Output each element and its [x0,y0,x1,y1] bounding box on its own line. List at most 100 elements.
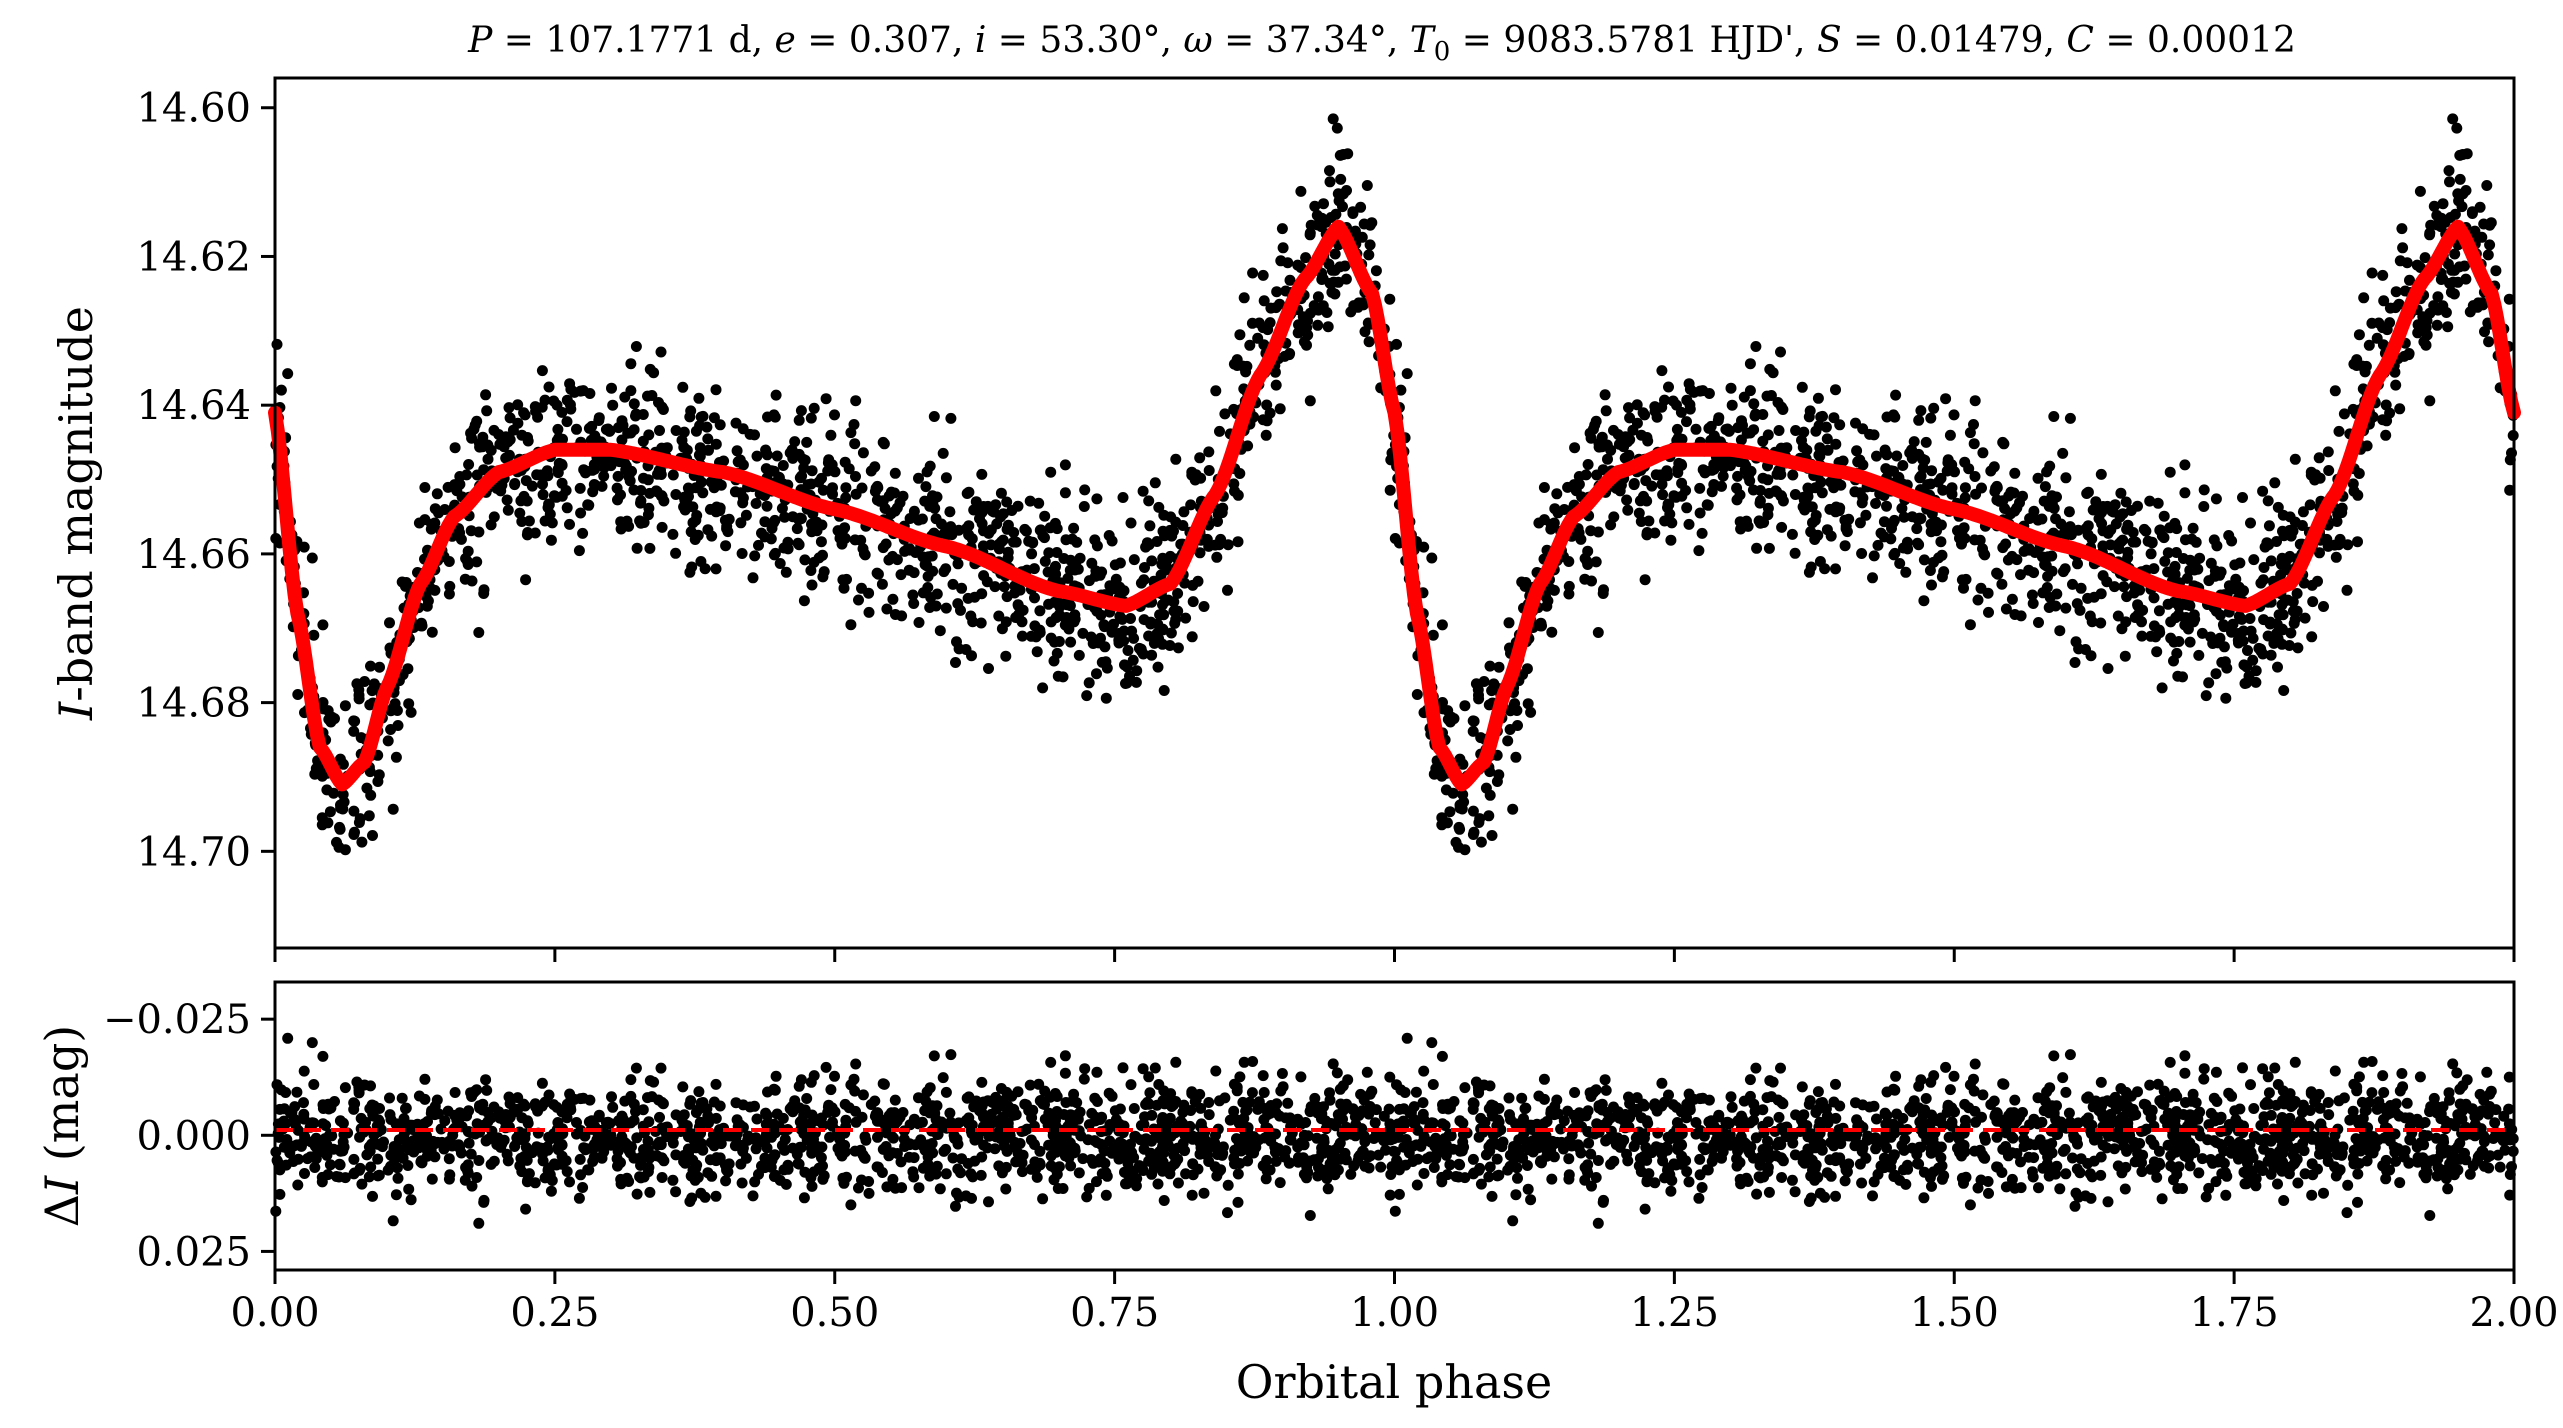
residual-point [887,1173,899,1185]
observation-point [1095,632,1106,644]
observation-point [1867,572,1878,584]
residual-point [731,1114,743,1126]
observation-point [2144,495,2156,507]
observation-point [1946,482,1958,494]
observation-point [1065,554,1077,566]
title-omega-symbol: ω [1183,20,1212,61]
observation-point [2159,555,2171,567]
residual-point [2485,1085,2497,1097]
observation-point [806,518,817,530]
observation-point [348,725,360,737]
observation-point [922,570,934,582]
title-P-symbol: P [467,20,493,61]
observation-point [1158,609,1170,621]
observation-point [940,602,952,614]
observation-point [1628,478,1640,489]
observation-point [1881,500,1892,512]
observation-point [760,463,772,475]
residual-point [693,1086,705,1098]
residual-point [1158,1195,1170,1206]
observation-point [704,503,716,515]
observation-point [2258,562,2270,573]
observation-point [1292,259,1304,271]
residual-point [2366,1087,2378,1099]
observation-point [825,429,837,441]
observation-point [2334,533,2346,545]
observation-point [1232,536,1244,548]
observation-point [622,427,634,439]
observation-point [840,492,852,504]
observation-point [991,518,1003,530]
observation-point [1656,365,1668,377]
residual-point [630,1062,642,1074]
observation-point [587,486,599,498]
observation-point [1450,836,1462,848]
observation-point [529,401,541,413]
residual-point [367,1190,378,1202]
residual-point [1203,1109,1215,1121]
observation-point [1614,485,1626,497]
observation-point [1851,445,1863,457]
observation-point [1712,415,1724,426]
observation-point [2046,490,2058,502]
observation-point [2472,301,2483,313]
observation-point [945,521,957,533]
residual-point [2203,1182,2215,1194]
observation-point [2184,636,2196,648]
residual-point [1418,1168,1430,1179]
observation-point [2060,472,2072,484]
observation-point [1775,442,1787,454]
observation-point [1821,524,1833,536]
residual-point [1000,1183,1012,1195]
observation-point [1996,578,2008,590]
observation-point [1234,468,1246,479]
observation-point [306,552,318,564]
residual-point [1393,1103,1405,1115]
residual-point [1546,1173,1558,1185]
observation-point [1591,469,1603,481]
observation-point [1510,751,1522,763]
observation-point [1329,288,1341,300]
observation-point [1563,580,1575,592]
observation-point [2000,603,2012,615]
observation-point [1549,503,1561,515]
observation-point [1879,444,1891,456]
residual-point [1946,1102,1958,1114]
residual-point [471,1118,483,1130]
observation-point [338,796,350,808]
residual-point [945,1049,957,1061]
residual-point [274,1188,286,1200]
observation-point [481,405,493,417]
observation-point [593,415,605,426]
observation-point [769,411,781,423]
residual-point [2220,1189,2232,1201]
residual-point [465,1148,477,1160]
observation-point [927,490,938,502]
observation-point [1504,705,1516,717]
observation-point [1671,423,1683,435]
observation-point [1049,561,1061,573]
observation-point [542,470,554,482]
residual-point [1926,1180,1937,1192]
residual-point [2358,1056,2370,1068]
observation-point [2112,610,2124,622]
observation-point [1117,492,1129,503]
observation-point [1592,627,1604,638]
observation-point [1546,626,1558,638]
observation-point [1453,821,1465,833]
residual-point [1232,1196,1244,1208]
residual-point [1639,1203,1651,1215]
observation-point [2485,217,2497,229]
observation-point [2193,649,2205,661]
residual-point [1897,1112,1909,1124]
residual-point [1117,1062,1129,1074]
observation-point [710,438,722,450]
residual-point [2057,1072,2069,1084]
observation-point [2214,632,2226,644]
residual-point [1969,1105,1981,1117]
top-y-axis-label: I-band magnitude [49,306,103,721]
observation-point [1370,265,1382,277]
observation-point [620,460,632,472]
observation-point [2044,592,2056,603]
observation-point [670,425,682,436]
